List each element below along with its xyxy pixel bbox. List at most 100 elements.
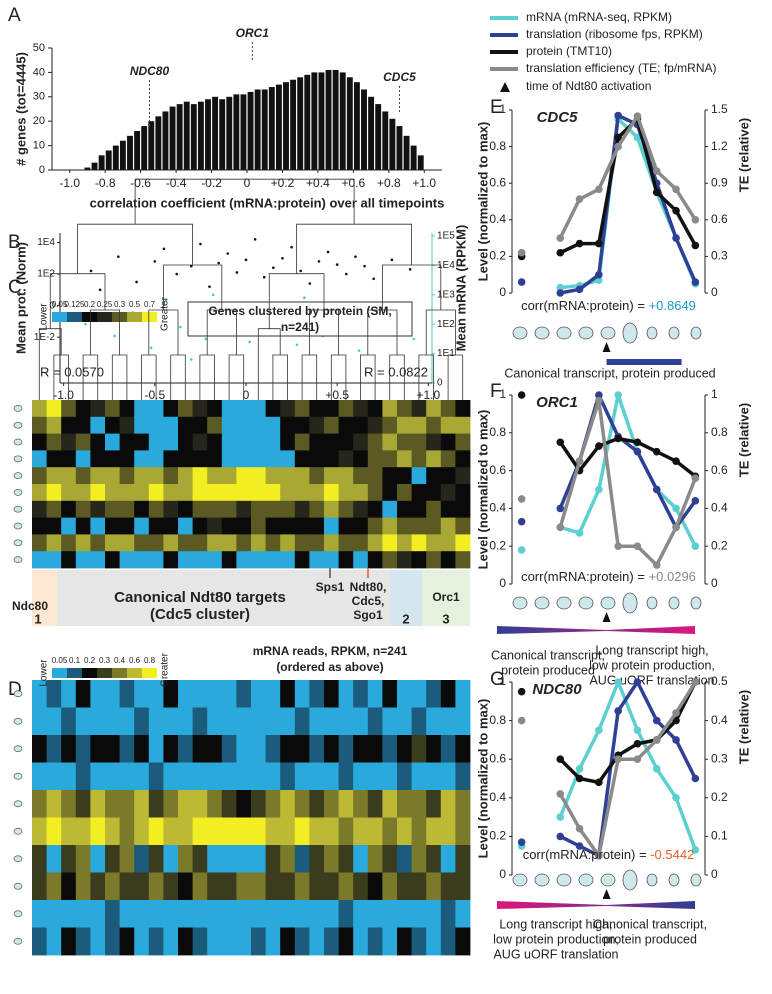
stage-icon: [556, 326, 572, 340]
heatmap-cell: [338, 551, 354, 569]
stage-icon: [13, 690, 23, 698]
scatter-point: [272, 266, 275, 270]
y2-tick-label: 1E1: [437, 348, 455, 359]
heatmap-cell: [148, 872, 164, 901]
heatmap-cell: [251, 845, 266, 873]
series-point: [517, 517, 526, 526]
heatmap-cell: [338, 534, 354, 552]
heatmap-cell: [411, 927, 427, 956]
heatmap-cell: [178, 500, 193, 518]
bar: [297, 77, 304, 170]
y-tick-label: 20: [33, 115, 45, 127]
heatmap-cell: [32, 845, 47, 873]
heatmap-cell: [455, 467, 471, 485]
heatmap-cell: [105, 817, 120, 846]
heatmap-cell: [236, 762, 252, 791]
heatmap-cell: [75, 845, 91, 873]
heatmap-cell: [382, 707, 398, 736]
heatmap-cell: [280, 467, 296, 485]
heatmap-cell: [426, 735, 442, 763]
scatter-point: [84, 322, 87, 326]
y-tick-label: 0.4: [489, 501, 506, 515]
y-axis-label: Mean prot. (Norm): [13, 242, 28, 354]
x-tick-label: -0.5: [144, 388, 165, 402]
heatmap-cell: [61, 762, 77, 791]
scatter-point: [412, 337, 416, 341]
heatmap-cell: [251, 707, 266, 736]
panel-letter: A: [8, 5, 21, 26]
dendrogram-branch: [77, 223, 193, 274]
scatter-point: [363, 264, 366, 268]
scatter-point: [175, 272, 179, 276]
series-line: [558, 681, 697, 858]
title-box: [187, 301, 413, 337]
heatmap-cell: [236, 927, 252, 956]
series-point: [556, 504, 565, 513]
r-value: R = 0.0822: [364, 364, 428, 379]
heatmap-cell: [178, 900, 193, 928]
gene-title: ORC1: [536, 394, 578, 411]
heatmap-cell: [192, 707, 208, 736]
series-point: [691, 774, 700, 783]
heatmap-cell: [105, 707, 120, 736]
bar: [176, 104, 183, 170]
heatmap-cell: [455, 707, 471, 736]
heatmap-cell: [455, 817, 471, 846]
caption: Canonical transcript,: [593, 917, 707, 931]
heatmap-cell: [163, 927, 179, 956]
heatmap-title: mRNA reads, RPKM, n=241: [253, 644, 408, 658]
y-tick-label: 1: [499, 387, 506, 401]
heatmap-cell: [163, 534, 179, 552]
heatmap-cell: [75, 400, 91, 418]
heatmap-cell: [46, 735, 62, 763]
series-point: [652, 188, 661, 197]
heatmap-cell: [455, 433, 471, 451]
heatmap-cell: [163, 872, 179, 901]
heatmap-cell: [265, 484, 281, 502]
heatmap-cell: [75, 551, 91, 569]
heatmap-cell: [32, 450, 47, 468]
heatmap-cell: [455, 534, 471, 552]
legend-label: translation (ribosome fps, RPKM): [526, 27, 703, 41]
heatmap-cell: [192, 416, 208, 434]
cluster-band: [422, 570, 470, 626]
heatmap-cell: [280, 817, 296, 846]
series-point: [672, 716, 680, 725]
heatmap-cell: [178, 433, 193, 451]
heatmap-cell: [324, 845, 339, 873]
heatmap-cell: [178, 450, 193, 468]
y2-tick-label: 1E3: [437, 289, 455, 300]
scatter-point: [281, 256, 284, 260]
heatmap-cell: [105, 400, 120, 418]
heatmap-cell: [134, 680, 150, 708]
bar: [368, 96, 375, 170]
y2-tick-label: 0.3: [711, 751, 728, 765]
colorbar-tick-label: 0.05: [52, 656, 68, 665]
heatmap-cell: [411, 416, 427, 434]
heatmap-cell: [32, 790, 47, 818]
heatmap-cell: [440, 400, 456, 418]
heatmap-cell: [61, 707, 77, 736]
scatter-point: [262, 275, 266, 279]
heatmap-cell: [75, 680, 91, 708]
heatmap-cell: [324, 817, 339, 846]
scatter-point: [244, 258, 248, 262]
heatmap-cell: [119, 467, 135, 485]
heatmap-cell: [163, 845, 179, 873]
heatmap-cell: [221, 872, 237, 901]
heatmap-cell: [32, 817, 47, 846]
heatmap-cell: [426, 484, 442, 502]
y2-tick-label: 0.9: [711, 175, 728, 189]
heatmap-cell: [353, 517, 369, 535]
series-point: [575, 824, 584, 833]
heatmap-cell: [105, 433, 120, 451]
heatmap-cell: [163, 416, 179, 434]
scatter-point: [217, 261, 220, 265]
heatmap-cell: [294, 927, 310, 956]
legend-triangle: [500, 82, 510, 92]
heatmap-cell: [207, 762, 223, 791]
heatmap-cell: [280, 845, 296, 873]
dendrogram-branch: [228, 354, 245, 400]
heatmap-cell: [75, 927, 91, 956]
caption: Canonical transcript, protein produced: [504, 366, 715, 380]
